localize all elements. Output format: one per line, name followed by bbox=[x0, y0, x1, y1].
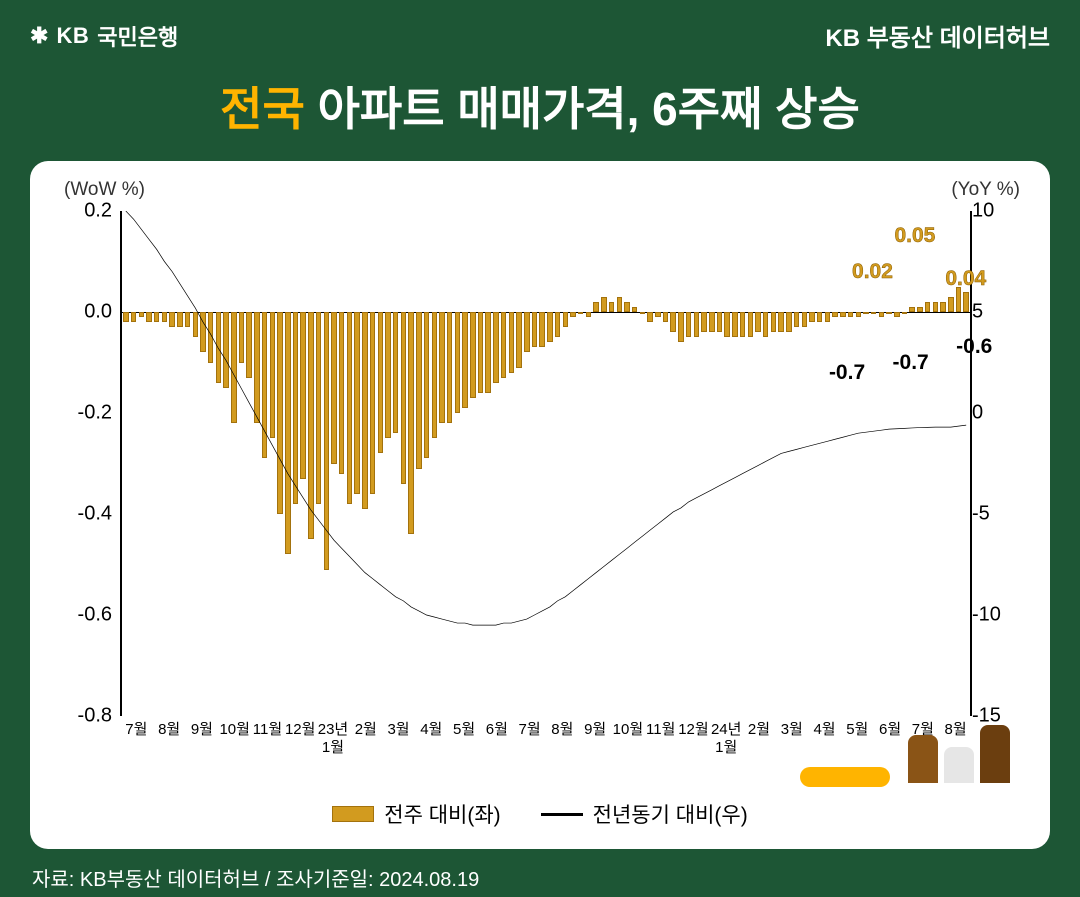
xtick: 7월 bbox=[519, 721, 541, 739]
xtick: 4월 bbox=[813, 721, 835, 739]
xtick: 24년1월 bbox=[711, 721, 742, 757]
ytick-right: 10 bbox=[972, 200, 1032, 223]
title-highlight: 전국 bbox=[220, 83, 305, 135]
xtick: 11월 bbox=[646, 721, 675, 739]
ytick-right: -10 bbox=[972, 604, 1032, 627]
line-layer bbox=[122, 211, 970, 716]
xtick: 10월 bbox=[613, 721, 644, 739]
xtick: 2월 bbox=[748, 721, 770, 739]
xticks: 7월8월9월10월11월12월23년1월2월3월4월5월6월7월8월9월10월1… bbox=[120, 721, 972, 769]
xtick: 9월 bbox=[191, 721, 213, 739]
callout: 0.02 bbox=[852, 260, 893, 284]
logo-left: ✱ KB 국민은행 bbox=[30, 20, 178, 52]
xtick: 8월 bbox=[551, 721, 573, 739]
ytick-left: 0.0 bbox=[52, 301, 112, 324]
decorative-pill bbox=[800, 767, 890, 787]
legend-bar-item: 전주 대비(좌) bbox=[332, 799, 500, 829]
callout: 0.04 bbox=[945, 267, 986, 291]
xtick: 6월 bbox=[486, 721, 508, 739]
xtick: 6월 bbox=[879, 721, 901, 739]
ytick-right: -5 bbox=[972, 503, 1032, 526]
legend: 전주 대비(좌) 전년동기 대비(우) bbox=[30, 799, 1050, 829]
xtick: 3월 bbox=[387, 721, 409, 739]
xtick: 11월 bbox=[253, 721, 282, 739]
callout: 0.05 bbox=[894, 224, 935, 248]
ytick-right: 5 bbox=[972, 301, 1032, 324]
xtick: 12월 bbox=[678, 721, 709, 739]
xtick: 4월 bbox=[420, 721, 442, 739]
legend-line-swatch bbox=[541, 813, 583, 816]
ytick-left: -0.4 bbox=[52, 503, 112, 526]
right-axis-label: (YoY %) bbox=[951, 179, 1020, 201]
footer-text: 자료: KB부동산 데이터허브 / 조사기준일: 2024.08.19 bbox=[0, 849, 1080, 892]
star-icon: ✱ bbox=[30, 23, 48, 49]
title-rest: 아파트 매매가격, 6주째 상승 bbox=[305, 83, 860, 135]
xtick: 9월 bbox=[584, 721, 606, 739]
ytick-left: 0.2 bbox=[52, 200, 112, 223]
decorative-bars bbox=[908, 725, 1010, 783]
xtick: 7월 bbox=[125, 721, 147, 739]
legend-bar-label: 전주 대비(좌) bbox=[384, 799, 500, 829]
xtick: 5월 bbox=[846, 721, 868, 739]
callout: -0.6 bbox=[956, 335, 992, 359]
xtick: 23년1월 bbox=[318, 721, 349, 757]
callout: -0.7 bbox=[893, 351, 929, 375]
ytick-left: -0.2 bbox=[52, 402, 112, 425]
xtick: 8월 bbox=[158, 721, 180, 739]
legend-line-item: 전년동기 대비(우) bbox=[541, 799, 748, 829]
logo-bank-text: 국민은행 bbox=[97, 20, 178, 52]
ytick-left: -0.8 bbox=[52, 705, 112, 728]
xtick: 3월 bbox=[781, 721, 803, 739]
ytick-left: -0.6 bbox=[52, 604, 112, 627]
yticks-left: 0.20.0-0.2-0.4-0.6-0.8 bbox=[52, 211, 112, 716]
yoy-line bbox=[126, 211, 966, 625]
legend-line-label: 전년동기 대비(우) bbox=[593, 799, 748, 829]
xtick: 5월 bbox=[453, 721, 475, 739]
chart-card: (WoW %) (YoY %) 0.2 0.0 -0.2 -0.4 -0.6 -0.8 1… bbox=[30, 161, 1050, 849]
title-wrap: 전국 아파트 매매가격, 6주째 상승 bbox=[0, 65, 1080, 161]
xtick: 12월 bbox=[285, 721, 316, 739]
ytick-right: 0 bbox=[972, 402, 1032, 425]
page-title: 전국 아파트 매매가격, 6주째 상승 bbox=[0, 73, 1080, 139]
xtick: 10월 bbox=[219, 721, 250, 739]
legend-bar-swatch bbox=[332, 806, 374, 822]
header: ✱ KB 국민은행 KB 부동산 데이터허브 bbox=[0, 0, 1080, 65]
left-axis-label: (WoW %) bbox=[64, 179, 145, 201]
plot-area: 0.020.050.04-0.7-0.7-0.6 bbox=[120, 211, 972, 716]
header-right-text: KB 부동산 데이터허브 bbox=[825, 18, 1050, 53]
xtick: 2월 bbox=[355, 721, 377, 739]
logo-kb-text: KB bbox=[56, 23, 89, 49]
callout: -0.7 bbox=[829, 361, 865, 385]
